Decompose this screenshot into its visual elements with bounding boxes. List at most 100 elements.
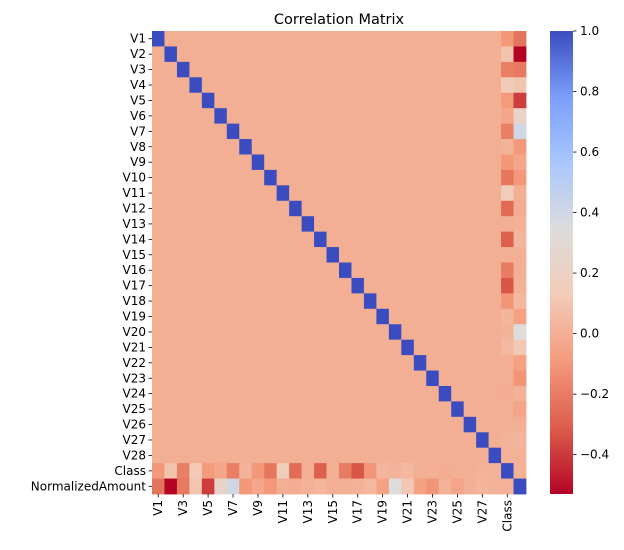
heatmap-cell [351,169,365,186]
heatmap-cell [376,77,390,94]
heatmap-cell [488,401,502,418]
heatmap-cell [513,185,527,202]
heatmap-cell [176,324,190,341]
heatmap-cell [251,108,265,124]
heatmap-cell [201,463,215,479]
heatmap-cell [438,185,452,202]
heatmap-cell [264,324,278,341]
heatmap-cell [388,216,402,233]
heatmap-cell [476,185,489,202]
heatmap-cell [251,416,265,433]
heatmap-cell [463,293,477,310]
heatmap-cell [289,447,302,464]
heatmap-cell [176,432,190,449]
heatmap-cell [501,31,514,47]
heatmap-cell [276,293,290,310]
heatmap-cell [351,200,365,217]
heatmap-cell [488,432,502,449]
heatmap-cell [164,370,178,387]
x-tick-label: V1 [151,500,165,516]
heatmap-cell [488,216,502,233]
heatmap-cell [351,385,365,402]
heatmap-cell [176,447,190,464]
heatmap-cell [214,416,228,433]
heatmap-cell [176,416,190,433]
y-tick-label: V26 [123,418,146,432]
heatmap-cell [476,154,489,171]
heatmap-cell [388,169,402,186]
heatmap-cell [501,463,514,479]
heatmap-cell [289,432,302,449]
heatmap-cell [363,293,377,310]
heatmap-cell [276,277,290,294]
heatmap-cell [413,31,427,47]
heatmap-cell [251,200,265,217]
heatmap-cell [463,324,477,341]
heatmap-cell [264,154,278,171]
heatmap-cell [301,108,315,124]
heatmap-cell [451,169,465,186]
heatmap-cell [339,108,352,124]
heatmap-cell [314,247,327,263]
heatmap-cell [339,385,352,402]
heatmap-cell [513,108,527,124]
heatmap-cell [264,216,278,233]
heatmap-cell [189,478,203,495]
heatmap-cell [351,478,365,495]
heatmap-cell [276,416,290,433]
heatmap-cell [239,385,253,402]
heatmap-cell [401,46,415,63]
heatmap-cell [301,416,315,433]
heatmap-cell [401,370,415,387]
heatmap-cell [488,339,502,356]
heatmap-cell [201,447,215,464]
heatmap-cell [239,370,253,387]
heatmap-cell [264,139,278,155]
heatmap-cell [351,463,365,479]
heatmap-cell [226,416,240,433]
heatmap-cell [363,478,377,495]
heatmap-cell [513,61,527,78]
y-tick-label: V7 [130,124,146,138]
heatmap-cell [152,370,165,387]
heatmap-cell [351,401,365,418]
heatmap-cell [226,478,240,495]
heatmap-cell [339,478,352,495]
heatmap-cell [289,478,302,495]
heatmap-cell [401,463,415,479]
heatmap-cell [251,447,265,464]
heatmap-cell [376,432,390,449]
heatmap-cell [463,92,477,109]
heatmap-cell [438,370,452,387]
heatmap-cell [314,77,327,94]
heatmap-cell [476,31,489,47]
heatmap-cell [351,355,365,371]
heatmap-cell [152,293,165,310]
heatmap-cell [488,262,502,279]
heatmap-cell [326,123,340,140]
heatmap-cell [488,108,502,124]
heatmap-cell [176,154,190,171]
heatmap-cell [363,432,377,449]
heatmap-cell [289,169,302,186]
heatmap-cell [501,123,514,140]
heatmap-cell [351,370,365,387]
heatmap-cell [214,339,228,356]
heatmap-cell [164,416,178,433]
heatmap-cell [363,262,377,279]
heatmap-cell [314,308,327,325]
heatmap-cell [239,324,253,341]
heatmap-cell [276,432,290,449]
heatmap-cell [413,324,427,341]
heatmap-cell [239,463,253,479]
heatmap-cell [176,293,190,310]
heatmap-cell [363,169,377,186]
heatmap-cell [214,277,228,294]
heatmap-cell [339,216,352,233]
heatmap-cell [239,447,253,464]
heatmap-cell [201,355,215,371]
heatmap-cell [476,478,489,495]
heatmap-cell [276,216,290,233]
x-tick-label: V5 [201,500,215,516]
heatmap-cell [363,308,377,325]
